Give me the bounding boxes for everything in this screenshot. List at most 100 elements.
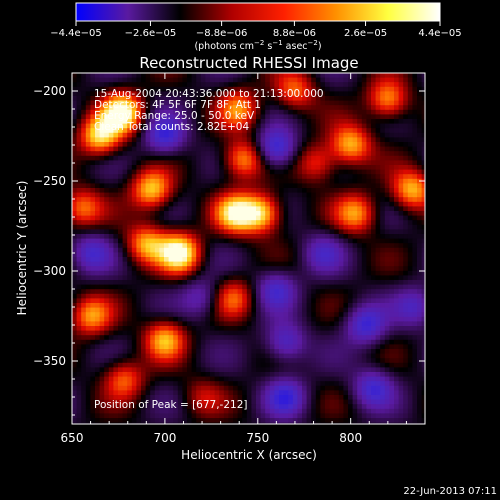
heatmap-cell bbox=[274, 73, 280, 78]
heatmap-cell bbox=[260, 284, 266, 290]
heatmap-cell bbox=[398, 247, 404, 253]
heatmap-cell bbox=[417, 137, 422, 143]
heatmap-cell bbox=[187, 280, 192, 285]
heatmap-cell bbox=[389, 215, 395, 221]
heatmap-cell bbox=[76, 105, 82, 111]
heatmap-cell bbox=[366, 146, 372, 152]
heatmap-cell bbox=[118, 86, 123, 92]
heatmap-cell bbox=[237, 275, 243, 281]
heatmap-cell bbox=[246, 293, 252, 299]
heatmap-cell bbox=[352, 211, 358, 216]
heatmap-cell bbox=[380, 243, 386, 249]
heatmap-cell bbox=[154, 91, 160, 97]
heatmap-cell bbox=[352, 77, 358, 83]
heatmap-cell bbox=[288, 243, 294, 249]
heatmap-cell bbox=[348, 155, 353, 161]
heatmap-cell bbox=[320, 178, 326, 184]
heatmap-cell bbox=[85, 142, 91, 147]
heatmap-cell bbox=[191, 353, 197, 359]
heatmap-cell bbox=[210, 344, 215, 350]
heatmap-cell bbox=[334, 137, 340, 143]
heatmap-cell bbox=[389, 353, 395, 359]
heatmap-cell bbox=[154, 330, 160, 336]
heatmap-cell bbox=[366, 82, 372, 88]
heatmap-cell bbox=[154, 155, 160, 161]
heatmap-cell bbox=[85, 96, 91, 101]
heatmap-cell bbox=[251, 229, 257, 235]
heatmap-cell bbox=[338, 188, 344, 193]
heatmap-cell bbox=[233, 201, 238, 207]
heatmap-cell bbox=[131, 215, 137, 221]
chart-title: Reconstructed RHESSI Image bbox=[139, 54, 358, 72]
heatmap-cell bbox=[145, 77, 151, 83]
heatmap-cell bbox=[352, 132, 358, 138]
heatmap-cell bbox=[246, 238, 252, 244]
heatmap-cell bbox=[403, 201, 409, 207]
heatmap-cell bbox=[338, 197, 344, 203]
heatmap-cell bbox=[311, 330, 317, 336]
heatmap-cell bbox=[141, 165, 146, 170]
heatmap-cell bbox=[90, 367, 96, 373]
heatmap-cell bbox=[85, 367, 91, 373]
heatmap-cell bbox=[85, 169, 91, 175]
heatmap-cell bbox=[320, 183, 326, 189]
heatmap-cell bbox=[196, 252, 202, 258]
heatmap-cell bbox=[200, 169, 206, 175]
heatmap-cell bbox=[251, 215, 257, 221]
heatmap-cell bbox=[154, 289, 160, 295]
heatmap-cell bbox=[306, 132, 312, 138]
heatmap-cell bbox=[131, 307, 137, 313]
heatmap-cell bbox=[76, 367, 82, 373]
heatmap-cell bbox=[76, 307, 82, 313]
heatmap-cell bbox=[113, 224, 119, 230]
heatmap-cell bbox=[297, 298, 303, 304]
heatmap-cell bbox=[384, 132, 390, 138]
heatmap-cell bbox=[219, 91, 225, 97]
heatmap-cell bbox=[384, 234, 390, 239]
heatmap-cell bbox=[196, 339, 202, 345]
heatmap-cell bbox=[233, 321, 238, 327]
heatmap-cell bbox=[348, 165, 353, 170]
heatmap-cell bbox=[375, 326, 381, 331]
heatmap-cell bbox=[246, 289, 252, 295]
heatmap-cell bbox=[182, 100, 188, 106]
heatmap-cell bbox=[210, 123, 215, 129]
heatmap-cell bbox=[210, 128, 215, 134]
heatmap-cell bbox=[164, 303, 169, 308]
heatmap-cell bbox=[81, 105, 87, 111]
heatmap-cell bbox=[108, 192, 114, 198]
heatmap-cell bbox=[191, 137, 197, 143]
heatmap-cell bbox=[118, 335, 123, 341]
heatmap-cell bbox=[412, 358, 418, 364]
heatmap-cell bbox=[85, 349, 91, 354]
heatmap-cell bbox=[288, 284, 294, 290]
heatmap-cell bbox=[182, 137, 188, 143]
heatmap-cell bbox=[380, 252, 386, 258]
heatmap-cell bbox=[210, 109, 215, 115]
heatmap-cell bbox=[412, 312, 418, 318]
heatmap-cell bbox=[237, 229, 243, 235]
heatmap-cell bbox=[398, 238, 404, 244]
heatmap-cell bbox=[154, 362, 160, 368]
heatmap-cell bbox=[108, 155, 114, 161]
heatmap-cell bbox=[173, 321, 179, 327]
heatmap-cell bbox=[246, 119, 252, 124]
heatmap-cell bbox=[177, 151, 183, 157]
heatmap-cell bbox=[297, 155, 303, 161]
heatmap-cell bbox=[159, 119, 165, 124]
heatmap-cell bbox=[150, 312, 156, 318]
heatmap-cell bbox=[150, 165, 156, 170]
heatmap-cell bbox=[311, 206, 317, 212]
heatmap-cell bbox=[200, 82, 206, 88]
heatmap-cell bbox=[421, 275, 425, 281]
heatmap-cell bbox=[196, 293, 202, 299]
heatmap-cell bbox=[311, 353, 317, 359]
heatmap-cell bbox=[274, 132, 280, 138]
heatmap-cell bbox=[279, 183, 284, 189]
heatmap-cell bbox=[389, 224, 395, 230]
heatmap-cell bbox=[127, 137, 133, 143]
heatmap-cell bbox=[237, 174, 243, 180]
heatmap-cell bbox=[292, 73, 298, 78]
heatmap-cell bbox=[407, 100, 413, 106]
heatmap-cell bbox=[191, 197, 197, 203]
